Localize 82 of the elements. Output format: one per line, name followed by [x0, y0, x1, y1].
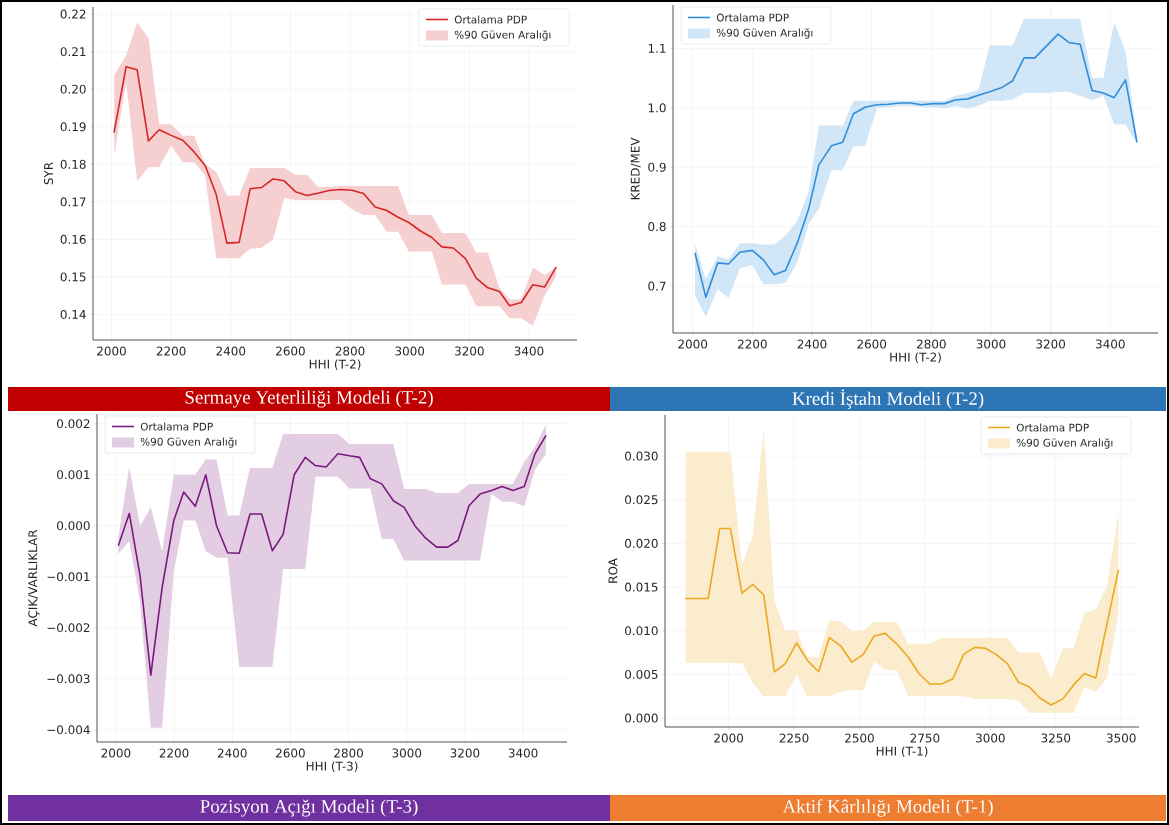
y-axis-title: AÇIK/VARLIKLAR: [28, 529, 40, 627]
y-tick-label: 0.002: [57, 419, 90, 429]
text: Pozisyon Açığı Modeli (T-3): [200, 799, 418, 817]
annotation: %90 Güven Aralığı: [716, 28, 813, 39]
annotation: %90 Güven Aralığı: [1016, 438, 1113, 449]
x-tick-label: 3000: [976, 339, 1006, 349]
y-tick-label: 0.025: [625, 495, 658, 505]
x-tick-label: 3400: [508, 748, 538, 758]
y-tick-label: 0.030: [625, 451, 658, 461]
y-axis-title: SYR: [43, 162, 54, 185]
y-tick-label: −0.001: [47, 572, 90, 582]
x-tick-label: 3400: [1095, 339, 1125, 349]
x-tick-label: 3400: [514, 346, 544, 356]
x-tick-label: 3200: [455, 346, 484, 356]
line-series: [684, 527, 1120, 706]
text: Kredi İştahı Modeli (T-2): [792, 389, 984, 409]
text: Aktif Kârlılığı Modeli (T-1): [782, 799, 993, 817]
y-tick-label: 0.005: [625, 669, 658, 679]
annotation: %90 Güven Aralığı: [454, 30, 551, 41]
x-tick-label: 2000: [678, 339, 708, 349]
y-tick-label: −0.003: [47, 674, 90, 684]
y-tick-label: 0.010: [625, 626, 658, 636]
y-tick-label: 0.8: [648, 222, 666, 232]
x-tick-label: 2800: [335, 346, 365, 356]
y-tick-label: 0.001: [57, 470, 90, 480]
x-tick-label: 2600: [276, 748, 305, 758]
x-tick-label: 3200: [450, 748, 480, 758]
x-tick-label: 3000: [395, 346, 425, 356]
x-tick-label: 2250: [779, 733, 809, 743]
legend-label: Ortalama PDP: [140, 422, 213, 431]
line-series: [113, 65, 557, 307]
annotation: %90 Güven Aralığı: [140, 437, 237, 448]
y-tick-label: 0.20: [60, 84, 86, 94]
x-tick-label: 2000: [97, 346, 126, 356]
x-tick-label: 2400: [797, 339, 827, 349]
y-tick-label: 0.22: [60, 9, 86, 19]
x-axis-title: HHI (T-3): [306, 761, 358, 773]
y-tick-label: 0.015: [625, 582, 658, 592]
y-tick-label: 0.21: [60, 47, 86, 57]
x-tick-label: 2200: [156, 346, 186, 356]
x-tick-label: 3000: [392, 748, 422, 758]
y-tick-label: −0.004: [47, 725, 90, 735]
y-axis-title: KRED/MEV: [630, 137, 641, 200]
x-tick-label: 2400: [216, 346, 246, 356]
x-tick-label: 2800: [916, 339, 946, 349]
y-tick-label: 0.000: [57, 521, 90, 531]
x-axis-title: HHI (T-2): [890, 352, 941, 364]
text: Sermaye Yeterliliği Modeli (T-2): [185, 390, 433, 408]
y-tick-label: 0.16: [60, 234, 86, 244]
x-tick-label: 3000: [976, 733, 1005, 743]
y-tick-label: 0.7: [648, 281, 666, 291]
y-tick-label: 1.1: [648, 44, 666, 53]
y-tick-label: 0.14: [60, 309, 86, 319]
y-tick-label: 0.9: [648, 162, 666, 172]
x-tick-label: 2600: [276, 346, 305, 356]
y-tick-label: 0.020: [625, 538, 658, 548]
x-axis-title: HHI (T-2): [309, 359, 361, 371]
y-tick-label: 0.19: [60, 122, 86, 132]
x-tick-label: 2750: [910, 733, 940, 743]
y-tick-label: 0.18: [60, 159, 86, 169]
x-tick-label: 2200: [159, 748, 189, 758]
y-tick-label: −0.002: [47, 623, 90, 633]
y-tick-label: 0.17: [60, 197, 86, 207]
x-tick-label: 2000: [714, 733, 744, 743]
x-tick-label: 2800: [334, 748, 363, 758]
x-tick-label: 2000: [101, 748, 131, 758]
y-tick-label: 1.0: [648, 103, 666, 113]
x-tick-label: 3500: [1106, 733, 1136, 743]
legend-label: Ortalama PDP: [716, 13, 789, 22]
y-tick-label: 0.000: [625, 713, 658, 723]
x-tick-label: 2500: [845, 733, 874, 743]
legend-label: Ortalama PDP: [454, 15, 527, 24]
x-tick-label: 3250: [1041, 733, 1071, 743]
legend-label: Ortalama PDP: [1016, 423, 1089, 432]
y-axis-title: ROA: [608, 558, 618, 583]
x-axis-title: HHI (T-1): [876, 746, 928, 758]
line-series: [117, 435, 547, 676]
x-tick-label: 2200: [738, 339, 767, 349]
y-tick-label: 0.15: [60, 272, 86, 282]
x-tick-label: 2400: [217, 748, 247, 758]
x-tick-label: 2600: [857, 339, 887, 349]
x-tick-label: 3200: [1036, 339, 1066, 349]
